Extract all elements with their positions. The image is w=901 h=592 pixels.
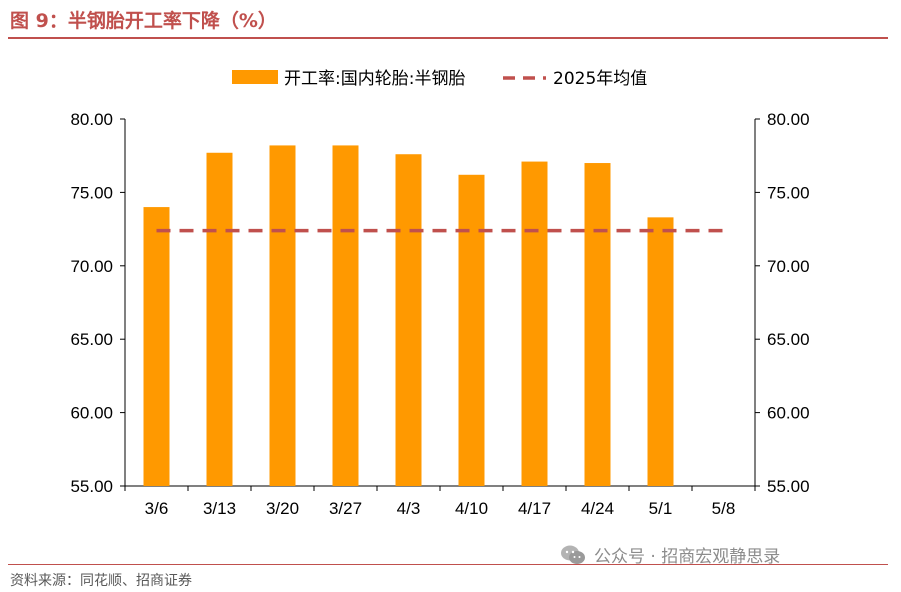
bars — [143, 145, 674, 487]
legend-swatch-bar — [232, 70, 278, 84]
x-tick-label: 3/27 — [329, 499, 362, 518]
bar-chart: 开工率:国内轮胎:半钢胎 2025年均值 55.00 55.00 60.00 60.00… — [70, 69, 809, 518]
bar — [269, 145, 296, 486]
legend-label-line: 2025年均值 — [553, 69, 647, 89]
bar — [521, 161, 548, 486]
footer-divider — [8, 564, 888, 565]
y-tick-label-right: 60.00 — [767, 404, 810, 423]
y-tick-label-right: 75.00 — [767, 183, 810, 202]
x-tick-label: 3/6 — [145, 499, 169, 518]
x-tick-label: 3/13 — [203, 499, 236, 518]
y-tick-label-right: 55.00 — [767, 477, 810, 496]
x-tick-label: 4/3 — [397, 499, 421, 518]
title-divider — [8, 37, 888, 39]
source-note: 资料来源：同花顺、招商证券 — [10, 573, 192, 589]
y-tick-label-right: 80.00 — [767, 110, 810, 129]
watermark: 公众号 · 招商宏观静思录 — [560, 542, 780, 567]
x-tick-label: 4/10 — [455, 499, 488, 518]
y-tick-label-left: 55.00 — [70, 477, 113, 496]
watermark-text: 公众号 · 招商宏观静思录 — [594, 547, 781, 567]
y-tick-label-left: 70.00 — [70, 257, 113, 276]
y-tick-label-right: 65.00 — [767, 330, 810, 349]
y-tick-label-left: 65.00 — [70, 330, 113, 349]
bar — [206, 152, 233, 487]
y-tick-label-left: 80.00 — [70, 110, 113, 129]
legend-label-bar: 开工率:国内轮胎:半钢胎 — [284, 69, 465, 89]
x-tick-label: 4/24 — [581, 499, 614, 518]
legend: 开工率:国内轮胎:半钢胎 2025年均值 — [232, 69, 647, 89]
axes: 55.00 55.00 60.00 60.00 65.00 65.00 70.00 70.00… — [70, 110, 809, 518]
y-tick-label-right: 70.00 — [767, 257, 810, 276]
bar — [584, 163, 611, 487]
bar — [395, 154, 422, 486]
wechat-icon — [561, 545, 585, 564]
bar — [647, 217, 674, 486]
x-tick-label: 5/8 — [712, 499, 736, 518]
x-tick-label: 4/17 — [518, 499, 551, 518]
bar — [332, 145, 359, 486]
x-tick-label: 3/20 — [266, 499, 299, 518]
y-tick-label-left: 75.00 — [70, 183, 113, 202]
x-tick-label: 5/1 — [649, 499, 673, 518]
bar — [458, 174, 485, 486]
bar — [143, 207, 170, 486]
y-tick-label-left: 60.00 — [70, 404, 113, 423]
figure-title: 图 9：半钢胎开工率下降（%） — [10, 10, 277, 32]
